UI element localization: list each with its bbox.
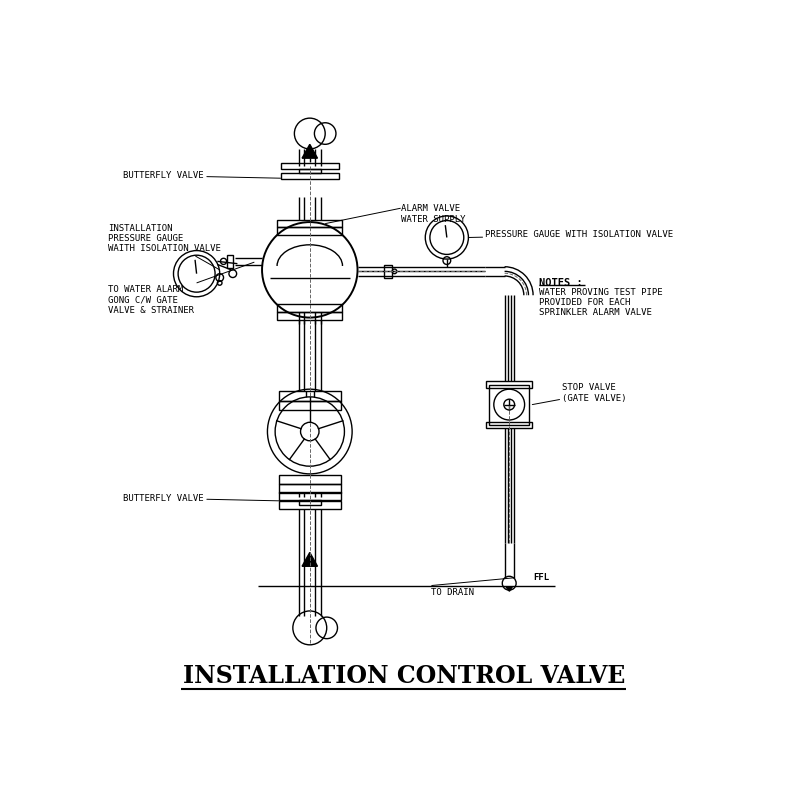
Text: ALARM VALVE
WATER SUPPLY: ALARM VALVE WATER SUPPLY (401, 204, 465, 224)
Bar (279, 501, 341, 508)
Bar (299, 169, 320, 173)
Text: INSTALLATION
PRESSURE GAUGE
WAITH ISOLATION VALVE: INSTALLATION PRESSURE GAUGE WAITH ISOLAT… (108, 223, 221, 270)
Text: PRESSURE GAUGE WITH ISOLATION VALVE: PRESSURE GAUGE WITH ISOLATION VALVE (468, 230, 674, 239)
Polygon shape (302, 552, 317, 566)
Text: TO DRAIN: TO DRAIN (431, 588, 475, 596)
Text: BUTTERFLY VALVE: BUTTERFLY VALVE (124, 171, 280, 181)
Text: NOTES :: NOTES : (539, 277, 583, 287)
Bar (279, 474, 341, 484)
Bar (278, 312, 342, 320)
Bar (280, 163, 339, 169)
Bar (279, 484, 341, 493)
Bar (278, 227, 342, 235)
Bar (279, 401, 341, 410)
Polygon shape (302, 144, 317, 158)
Bar (299, 500, 320, 505)
Bar (486, 382, 532, 387)
Text: WATER PROVING TEST PIPE
PROVIDED FOR EACH
SPRINKLER ALARM VALVE: WATER PROVING TEST PIPE PROVIDED FOR EAC… (539, 287, 663, 318)
Bar (280, 173, 339, 179)
Bar (227, 255, 233, 268)
Bar (279, 493, 341, 500)
Text: STOP VALVE
(GATE VALVE): STOP VALVE (GATE VALVE) (532, 383, 626, 405)
Text: FFL: FFL (533, 573, 549, 582)
Bar (279, 391, 341, 401)
Bar (490, 385, 529, 425)
Polygon shape (506, 587, 512, 591)
Text: TO WATER ALARM
GONG C/W GATE
VALVE & STRAINER: TO WATER ALARM GONG C/W GATE VALVE & STR… (108, 285, 194, 315)
Bar (385, 265, 392, 277)
Text: INSTALLATION CONTROL VALVE: INSTALLATION CONTROL VALVE (183, 664, 625, 687)
Bar (486, 421, 532, 428)
Bar (278, 219, 342, 227)
Bar (278, 304, 342, 312)
Text: BUTTERFLY VALVE: BUTTERFLY VALVE (124, 494, 279, 503)
